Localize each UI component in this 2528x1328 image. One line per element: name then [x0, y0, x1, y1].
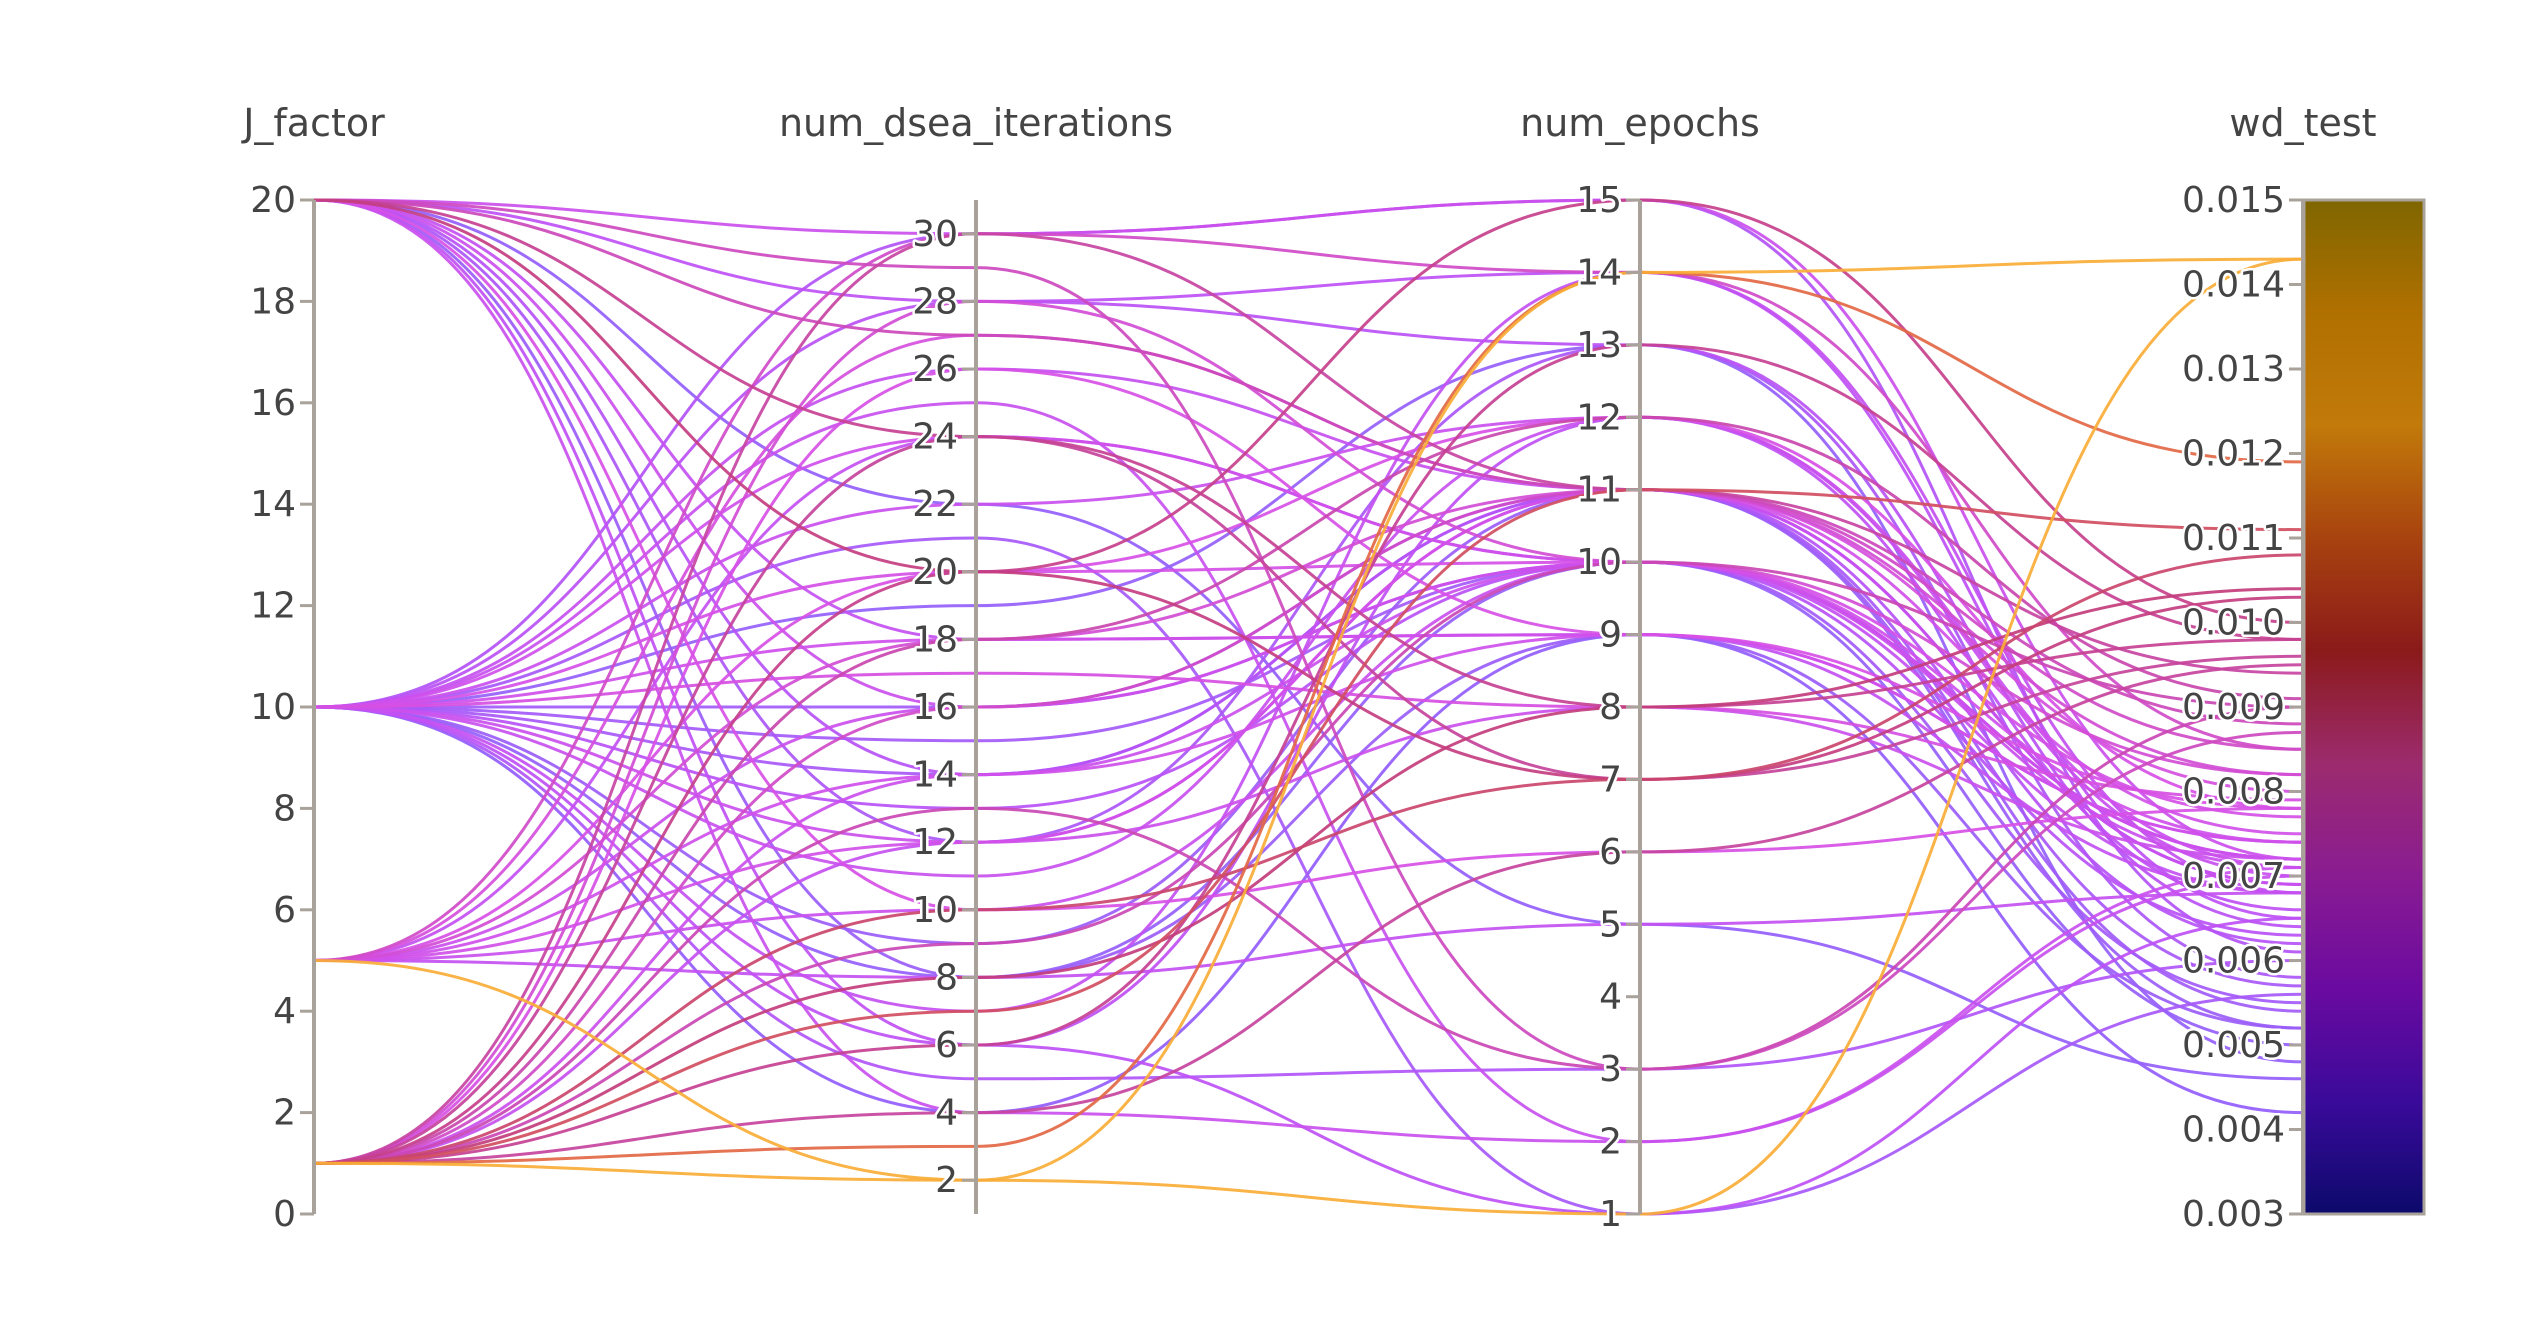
axis-title-num_epochs: num_epochs [1520, 101, 1760, 145]
axis-title-num_dsea_iterations: num_dsea_iterations [779, 101, 1173, 145]
axis-J_factor: J_factor 0 2 4 6 8 10 12 14 16 18 20 [241, 101, 385, 1235]
tick-label-J_factor: 18 [250, 281, 296, 322]
tick-label-J_factor: 2 [273, 1093, 296, 1134]
axis-title-wd_test: wd_test [2229, 101, 2376, 145]
tick-label-num_epochs: 5 [1599, 904, 1622, 945]
tick-label-num_dsea_iterations: 4 [935, 1093, 958, 1134]
tick-label-J_factor: 8 [273, 788, 296, 829]
tick-label-num_epochs: 3 [1599, 1049, 1622, 1090]
tick-label-wd_test: 0.003 [2182, 1194, 2285, 1235]
data-line-47 [314, 893, 2303, 978]
colorbar [2304, 200, 2424, 1214]
tick-label-wd_test: 0.013 [2182, 349, 2285, 390]
tick-label-num_dsea_iterations: 8 [935, 957, 958, 998]
tick-label-J_factor: 6 [273, 890, 296, 931]
tick-label-num_epochs: 1 [1599, 1194, 1622, 1235]
tick-label-J_factor: 4 [273, 991, 296, 1032]
data-line-49 [314, 234, 2303, 1164]
tick-label-wd_test: 0.007 [2182, 856, 2285, 897]
tick-label-num_epochs: 15 [1576, 180, 1622, 221]
tick-label-num_epochs: 13 [1576, 325, 1622, 366]
tick-label-J_factor: 0 [273, 1194, 296, 1235]
tick-label-wd_test: 0.014 [2182, 265, 2285, 306]
tick-label-wd_test: 0.010 [2182, 603, 2285, 644]
tick-label-num_dsea_iterations: 28 [912, 281, 958, 322]
tick-label-wd_test: 0.008 [2182, 772, 2285, 813]
tick-label-wd_test: 0.011 [2182, 518, 2285, 559]
tick-label-wd_test: 0.009 [2182, 687, 2285, 728]
tick-label-num_dsea_iterations: 16 [912, 687, 958, 728]
tick-label-num_dsea_iterations: 14 [912, 755, 958, 796]
tick-label-num_dsea_iterations: 30 [912, 214, 958, 255]
tick-label-num_epochs: 4 [1599, 977, 1622, 1018]
tick-label-num_dsea_iterations: 26 [912, 349, 958, 390]
tick-label-num_dsea_iterations: 2 [935, 1160, 958, 1201]
tick-label-num_epochs: 11 [1576, 470, 1622, 511]
tick-label-num_dsea_iterations: 20 [912, 552, 958, 593]
colorbar-gradient [2304, 200, 2424, 1214]
tick-label-num_dsea_iterations: 12 [912, 822, 958, 863]
tick-label-num_epochs: 14 [1576, 252, 1622, 293]
tick-label-num_epochs: 10 [1576, 542, 1622, 583]
tick-label-num_epochs: 9 [1599, 615, 1622, 656]
tick-label-num_epochs: 2 [1599, 1122, 1622, 1163]
tick-label-wd_test: 0.015 [2182, 180, 2285, 221]
tick-label-num_dsea_iterations: 6 [935, 1025, 958, 1066]
tick-label-num_epochs: 6 [1599, 832, 1622, 873]
tick-label-wd_test: 0.005 [2182, 1025, 2285, 1066]
tick-label-num_dsea_iterations: 10 [912, 890, 958, 931]
data-line-32 [314, 707, 2303, 1214]
tick-label-num_dsea_iterations: 22 [912, 484, 958, 525]
lines-layer [314, 200, 2303, 1214]
data-line-7 [314, 200, 2303, 977]
tick-label-wd_test: 0.004 [2182, 1110, 2285, 1151]
tick-label-J_factor: 12 [250, 586, 296, 627]
tick-label-num_dsea_iterations: 18 [912, 619, 958, 660]
axis-title-J_factor: J_factor [241, 101, 385, 145]
tick-label-J_factor: 14 [250, 484, 296, 525]
tick-label-J_factor: 16 [250, 383, 296, 424]
tick-label-J_factor: 20 [250, 180, 296, 221]
tick-label-num_dsea_iterations: 24 [912, 417, 958, 458]
tick-label-num_epochs: 8 [1599, 687, 1622, 728]
tick-label-num_epochs: 12 [1576, 397, 1622, 438]
tick-label-num_epochs: 7 [1599, 759, 1622, 800]
tick-label-wd_test: 0.006 [2182, 941, 2285, 982]
tick-label-wd_test: 0.012 [2182, 434, 2285, 475]
tick-label-J_factor: 10 [250, 687, 296, 728]
data-line-15 [314, 200, 2303, 952]
